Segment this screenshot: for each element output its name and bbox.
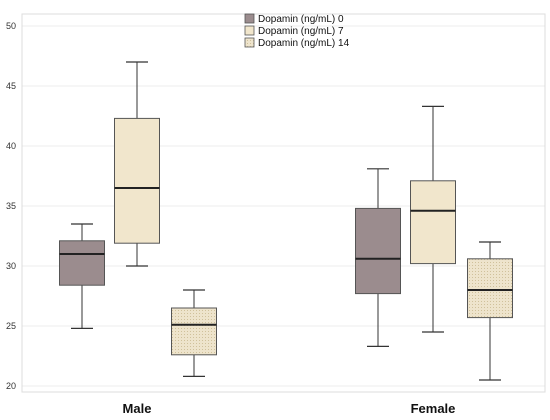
box-male-series-2 [171, 289, 217, 377]
y-axis: 20 25 30 35 40 45 50 [6, 13, 546, 393]
x-axis: Male Female [123, 401, 456, 416]
box-iqr [171, 307, 217, 356]
box-iqr [355, 207, 401, 295]
box-female-series-0 [355, 168, 401, 347]
box-female-series-2 [467, 241, 513, 381]
legend-swatch-0 [244, 13, 255, 24]
x-category-label-male: Male [123, 401, 152, 416]
box-iqr [114, 117, 160, 244]
box-male-series-1 [114, 61, 160, 267]
plot-frame [21, 13, 546, 393]
box-male-series-0 [59, 223, 105, 329]
box-female-series-1 [410, 105, 456, 333]
box-iqr [59, 240, 105, 286]
grid-lines [22, 25, 545, 387]
box-iqr [410, 180, 456, 265]
legend-label-1: Dopamin (ng/mL) 7 [258, 26, 344, 37]
x-category-label-female: Female [411, 401, 456, 416]
y-tick-label-45: 45 [6, 81, 16, 91]
y-tick-label-40: 40 [6, 141, 16, 151]
legend-swatch-1 [244, 25, 255, 36]
y-tick-label-25: 25 [6, 321, 16, 331]
y-tick-label-20: 20 [6, 381, 16, 391]
legend-swatch-2 [244, 37, 255, 48]
y-tick-label-50: 50 [6, 21, 16, 31]
box-iqr [467, 258, 513, 319]
legend-label-2: Dopamin (ng/mL) 14 [258, 38, 350, 49]
y-tick-label-35: 35 [6, 201, 16, 211]
boxes [59, 61, 513, 381]
y-tick-label-30: 30 [6, 261, 16, 271]
legend-label-0: Dopamin (ng/mL) 0 [258, 14, 344, 25]
